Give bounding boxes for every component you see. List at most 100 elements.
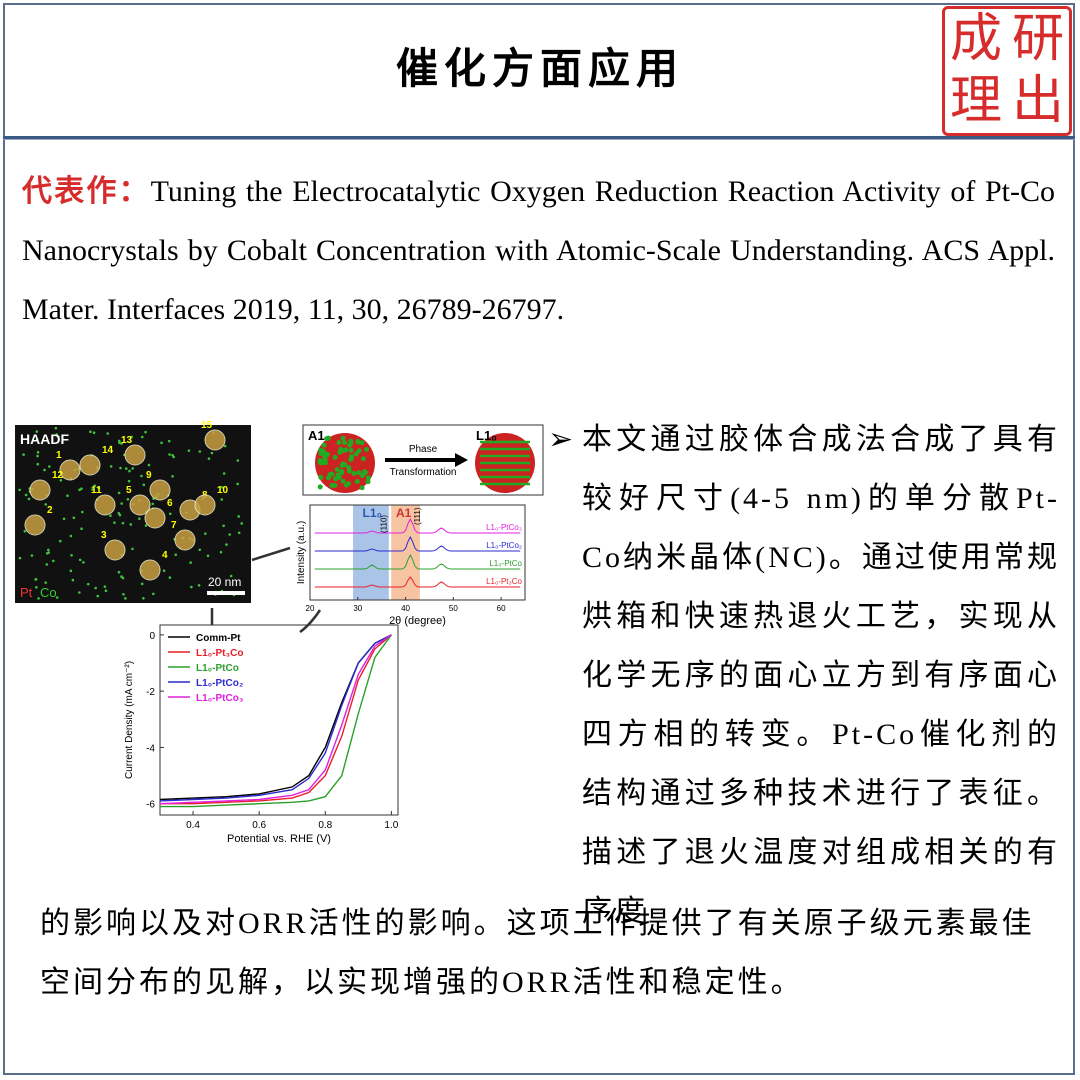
co-dot — [45, 563, 49, 566]
co-dot — [168, 512, 172, 516]
particle — [24, 514, 46, 536]
co-dot — [127, 479, 131, 483]
co-dot — [81, 510, 84, 514]
axis-label: Intensity (a.u.) — [296, 521, 307, 584]
co-dot — [35, 430, 39, 433]
bullet: ➢ — [548, 423, 577, 456]
summary-text: 本文通过胶体合成法合成了具有较好尺寸(4-5 nm)的单分散Pt-Co纳米晶体(… — [582, 423, 1060, 928]
atom — [329, 471, 335, 477]
co-dot — [167, 439, 171, 443]
arrow-label: Transformation — [390, 467, 457, 478]
co-dot — [24, 493, 28, 497]
co-dot — [220, 498, 224, 501]
xrd-series-label: L1₀-Pt₃Co — [486, 577, 522, 586]
connector — [299, 609, 322, 634]
axis-label: 2θ (degree) — [389, 615, 446, 627]
co-dot — [93, 484, 97, 488]
co-dot — [30, 554, 34, 557]
atom — [320, 448, 326, 454]
co-dot — [228, 533, 231, 536]
particle — [204, 429, 226, 451]
co-dot — [78, 591, 81, 594]
co-dot — [198, 450, 202, 453]
co-dot — [168, 576, 172, 579]
particle — [79, 454, 101, 476]
co-dot — [119, 466, 122, 470]
particle-number: 2 — [47, 505, 53, 516]
co-dot — [198, 548, 202, 552]
co-dot — [109, 445, 113, 449]
co-dot — [237, 515, 240, 518]
particle — [149, 479, 171, 501]
co-dot — [23, 529, 27, 533]
co-dot — [34, 578, 38, 581]
co-dot — [82, 561, 85, 564]
atom — [336, 475, 342, 481]
atom — [343, 482, 349, 488]
particle — [129, 494, 151, 516]
co-dot — [69, 534, 73, 538]
atom — [365, 475, 371, 481]
co-dot — [171, 475, 174, 478]
co-dot — [124, 597, 127, 600]
co-dot — [55, 596, 59, 599]
curve — [159, 634, 392, 802]
particle-number: 9 — [146, 470, 152, 481]
particle-number: 10 — [217, 485, 229, 496]
stamp-char: 研 — [1011, 11, 1064, 68]
x-tick-label: 1.0 — [384, 820, 398, 831]
title: 催化方面应用 — [395, 47, 684, 93]
particle-number: 5 — [126, 485, 132, 496]
atom — [342, 440, 348, 446]
atom — [355, 439, 361, 445]
co-dot — [18, 556, 22, 560]
atom — [337, 449, 343, 455]
co-dot — [219, 550, 223, 554]
element-label: Co — [40, 585, 57, 600]
y-tick-label: -2 — [146, 687, 155, 698]
co-dot — [72, 516, 76, 520]
co-dot — [106, 432, 110, 435]
x-tick-label: 0.6 — [252, 820, 266, 831]
legend-label: L1₀-PtCo — [196, 663, 239, 674]
co-dot — [142, 596, 145, 600]
y-tick-label: -6 — [146, 800, 155, 811]
co-dot — [229, 574, 233, 578]
co-dot — [70, 553, 73, 557]
co-dot — [236, 482, 239, 486]
plot-area — [159, 624, 399, 816]
region-label: A1 — [396, 506, 412, 520]
co-dot — [197, 584, 201, 587]
co-dot — [207, 457, 211, 460]
peak-label: (110) — [379, 515, 388, 533]
co-dot — [236, 459, 240, 462]
y-tick-label: -4 — [146, 743, 155, 754]
x-tick-label: 0.8 — [318, 820, 332, 831]
x-tick-label: 20 — [306, 604, 315, 613]
co-dot — [117, 491, 121, 495]
atom — [340, 478, 346, 484]
co-dot — [162, 569, 166, 572]
atom — [360, 456, 366, 462]
co-dot — [129, 523, 133, 526]
atom — [339, 462, 345, 468]
co-dot — [89, 430, 92, 434]
co-dot — [35, 438, 39, 442]
atom — [338, 470, 344, 476]
particle-number: 11 — [91, 485, 102, 496]
particle — [29, 479, 51, 501]
co-dot — [47, 551, 51, 554]
xrd-series-label: L1₀-PtCo₃ — [486, 523, 522, 532]
atom — [322, 457, 328, 463]
y-tick-label: 0 — [149, 631, 155, 642]
co-dot — [36, 454, 39, 458]
co-dot — [117, 511, 121, 515]
x-tick-label: 50 — [449, 604, 458, 613]
co-dot — [52, 559, 55, 563]
atom — [329, 482, 335, 488]
co-dot — [240, 522, 244, 525]
particle — [59, 459, 81, 481]
particle-number: 1 — [56, 450, 62, 461]
co-dot — [117, 570, 121, 574]
atom — [356, 470, 362, 476]
